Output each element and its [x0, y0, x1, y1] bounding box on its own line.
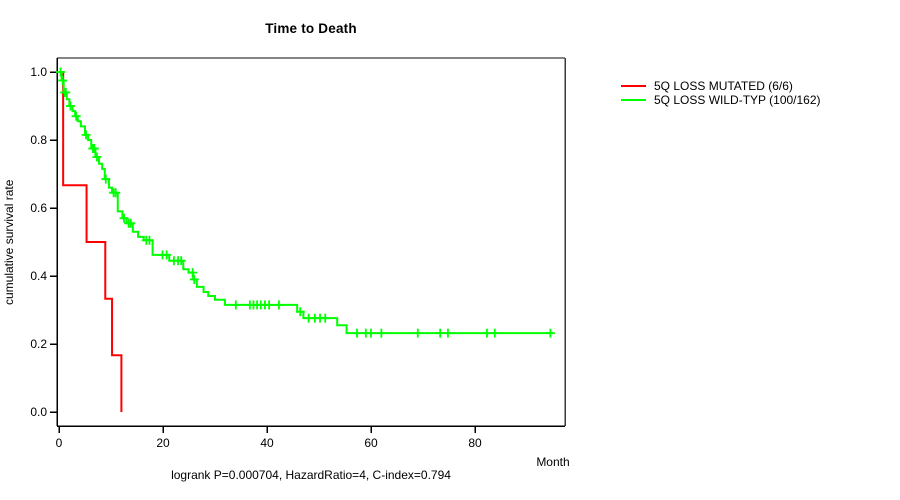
y-tick-label: 0.4 — [30, 269, 47, 283]
y-tick-label: 0.6 — [30, 201, 47, 215]
y-tick-label: 0.2 — [30, 337, 47, 351]
legend-line-green — [621, 99, 646, 101]
x-tick-label: 0 — [56, 436, 63, 450]
y-tick-label: 1.0 — [30, 65, 47, 79]
x-tick-label: 40 — [260, 436, 274, 450]
x-axis-title: Month — [536, 455, 570, 469]
chart-title: Time to Death — [265, 21, 357, 36]
y-axis-title: cumulative survival rate — [2, 179, 16, 305]
x-tick-label: 20 — [156, 436, 170, 450]
legend: 5Q LOSS MUTATED (6/6) 5Q LOSS WILD-TYP (… — [621, 79, 821, 107]
survival-curve-mutated — [59, 71, 123, 412]
legend-line-red — [621, 85, 646, 87]
statistics-annotation: logrank P=0.000704, HazardRatio=4, C-ind… — [171, 468, 451, 482]
y-tick-label: 0.0 — [30, 405, 47, 419]
x-tick-label: 60 — [364, 436, 378, 450]
legend-label-mutated: 5Q LOSS MUTATED (6/6) — [654, 79, 793, 93]
legend-label-wildtype: 5Q LOSS WILD-TYP (100/162) — [654, 93, 821, 107]
survival-curve-wildtype — [59, 71, 553, 335]
legend-row-mutated: 5Q LOSS MUTATED (6/6) — [621, 79, 821, 93]
y-tick-label: 0.8 — [30, 133, 47, 147]
legend-row-wildtype: 5Q LOSS WILD-TYP (100/162) — [621, 93, 821, 107]
x-tick-label: 80 — [468, 436, 482, 450]
